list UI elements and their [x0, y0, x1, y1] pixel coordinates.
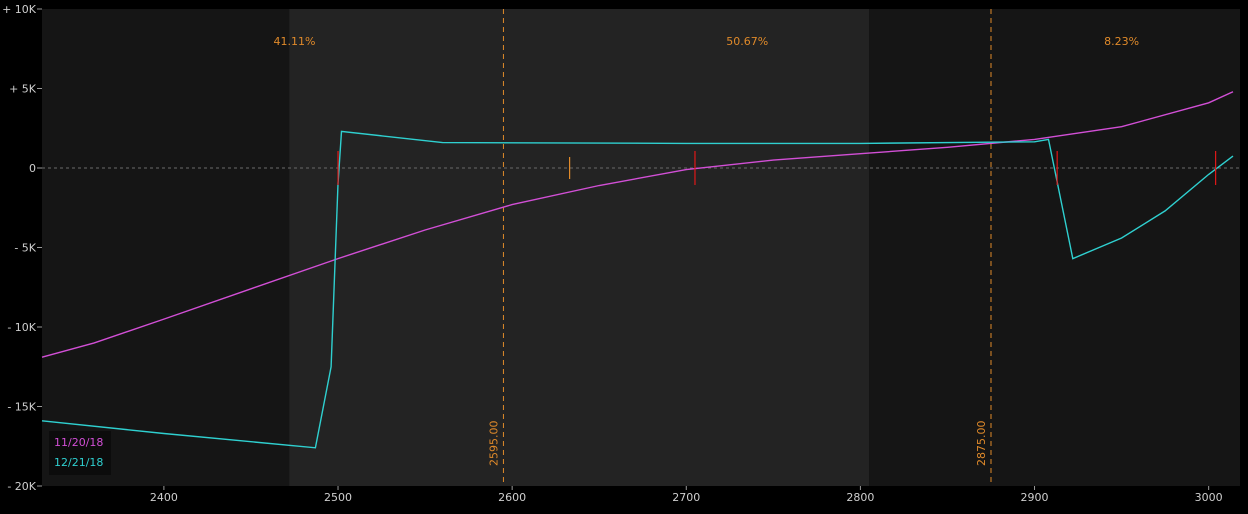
zone-percent-label-0: 41.11%	[274, 35, 316, 48]
x-tick-label-4: 2800	[846, 491, 874, 504]
y-tick-label-5: - 15K	[7, 401, 36, 414]
legend-box	[49, 431, 111, 475]
zone-band-1	[289, 9, 870, 486]
zone-band-0	[42, 9, 290, 486]
x-tick-label-1: 2500	[324, 491, 352, 504]
series-line-0	[41, 91, 1234, 358]
legend-entry-1: 12/21/18	[54, 456, 103, 469]
zone-percent-label-2: 8.23%	[1104, 35, 1139, 48]
legend-entry-0: 11/20/18	[54, 436, 103, 449]
x-tick-label-2: 2600	[498, 491, 526, 504]
series-line-1	[41, 130, 1234, 449]
vertical-line-label-0: 2595.00	[487, 421, 500, 467]
vertical-line-label-1: 2875.00	[975, 421, 988, 467]
y-tick-label-1: + 5K	[9, 83, 37, 96]
x-tick-label-3: 2700	[672, 491, 700, 504]
zone-percent-label-1: 50.67%	[726, 35, 768, 48]
y-tick-label-0: + 10K	[2, 3, 37, 16]
x-tick-label-0: 2400	[150, 491, 178, 504]
y-tick-label-4: - 10K	[7, 321, 36, 334]
y-tick-label-3: - 5K	[14, 242, 36, 255]
y-tick-label-6: - 20K	[7, 480, 36, 493]
y-tick-label-2: 0	[29, 162, 36, 175]
x-tick-label-5: 2900	[1021, 491, 1049, 504]
zone-band-2	[869, 9, 1240, 486]
x-tick-label-6: 3000	[1195, 491, 1223, 504]
